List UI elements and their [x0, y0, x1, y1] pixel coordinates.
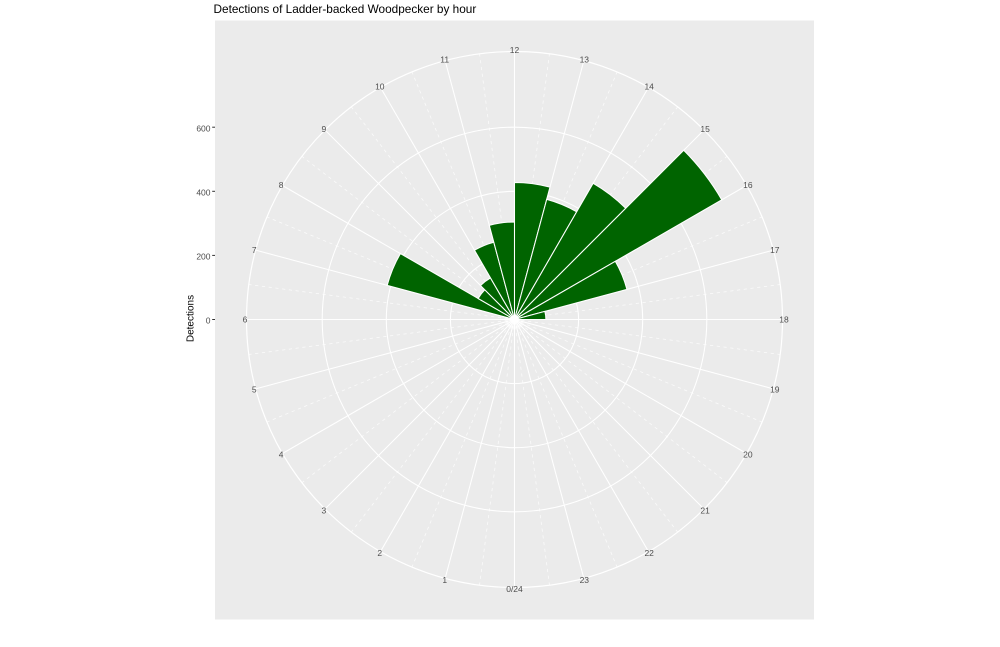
svg-text:9: 9: [322, 124, 327, 134]
svg-text:15: 15: [700, 124, 710, 134]
svg-text:13: 13: [580, 54, 590, 64]
svg-text:20: 20: [743, 449, 753, 459]
svg-text:10: 10: [375, 81, 385, 91]
svg-text:14: 14: [644, 81, 654, 91]
svg-text:0: 0: [206, 316, 211, 326]
svg-text:11: 11: [440, 54, 449, 64]
svg-text:Detections of Ladder-backed Wo: Detections of Ladder-backed Woodpecker b…: [214, 2, 477, 16]
svg-text:12: 12: [510, 45, 520, 55]
svg-text:17: 17: [770, 245, 780, 255]
svg-text:1: 1: [442, 575, 447, 585]
svg-text:2: 2: [377, 548, 382, 558]
svg-text:18: 18: [779, 315, 789, 325]
svg-text:21: 21: [700, 505, 710, 515]
svg-text:6: 6: [243, 315, 248, 325]
svg-text:22: 22: [644, 548, 654, 558]
svg-text:3: 3: [322, 505, 327, 515]
svg-text:4: 4: [279, 449, 284, 459]
svg-text:16: 16: [743, 180, 753, 190]
svg-text:7: 7: [252, 245, 257, 255]
svg-text:400: 400: [196, 187, 210, 197]
svg-text:5: 5: [252, 385, 257, 395]
svg-text:200: 200: [196, 252, 210, 262]
svg-text:600: 600: [196, 123, 210, 133]
svg-text:8: 8: [279, 180, 284, 190]
svg-text:23: 23: [580, 575, 590, 585]
svg-text:0/24: 0/24: [506, 584, 523, 594]
svg-text:Detections: Detections: [186, 295, 197, 342]
svg-text:19: 19: [770, 385, 780, 395]
